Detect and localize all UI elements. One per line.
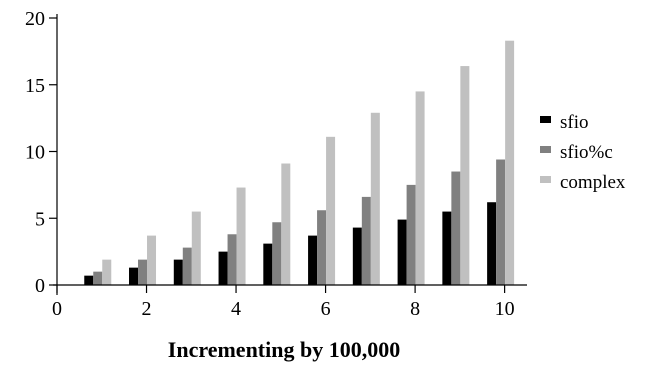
bar-complex-9	[460, 66, 470, 285]
bar-complex-10	[505, 40, 515, 285]
bar-sfioc-6	[317, 210, 327, 285]
x-tick-label-2: 2	[142, 298, 152, 320]
bar-sfio-9	[442, 211, 452, 285]
bar-sfio-1	[84, 275, 94, 285]
x-tick-label-8: 8	[410, 298, 420, 320]
legend-label-sfio: sfio	[560, 112, 589, 133]
y-tick-label-5: 5	[35, 208, 45, 230]
bar-complex-8	[415, 91, 425, 286]
bar-sfio-10	[487, 202, 497, 285]
bar-sfio-7	[352, 227, 362, 285]
y-tick-label-0: 0	[35, 275, 45, 297]
bar-complex-4	[236, 187, 246, 285]
bar-sfioc-7	[361, 196, 371, 285]
y-tick-label-20: 20	[25, 8, 45, 30]
bar-sfio-5	[263, 243, 273, 285]
bar-sfioc-2	[138, 259, 148, 285]
y-tick-label-10: 10	[25, 142, 45, 164]
bars-group	[84, 40, 515, 286]
legend: sfio sfio%c complex	[540, 112, 626, 193]
bar-sfioc-4	[227, 234, 237, 285]
bar-sfioc-8	[406, 184, 416, 286]
bar-sfioc-9	[451, 171, 461, 285]
y-tick-label-15: 15	[25, 75, 45, 97]
legend-label-complex: complex	[560, 172, 626, 193]
bar-sfio-3	[173, 259, 183, 285]
bar-sfio-2	[129, 267, 139, 285]
x-axis-label: Incrementing by 100,000	[168, 337, 400, 362]
x-tick-label-6: 6	[321, 298, 331, 320]
legend-swatch-sfio	[540, 116, 551, 123]
bar-complex-7	[370, 112, 380, 285]
bar-sfio-6	[308, 235, 318, 285]
bar-complex-6	[326, 136, 336, 285]
legend-swatch-sfioc	[540, 146, 551, 153]
legend-label-sfioc: sfio%c	[560, 142, 613, 163]
legend-swatch-complex	[540, 176, 551, 183]
x-tick-label-10: 10	[495, 298, 515, 320]
bar-sfioc-3	[182, 247, 192, 285]
bar-complex-2	[147, 235, 157, 285]
axes-group: 0 5 10 15 20 0 2 4 6 8 10	[25, 8, 527, 320]
bar-sfioc-5	[272, 222, 282, 285]
x-tick-label-0: 0	[52, 298, 62, 320]
bar-sfioc-1	[93, 271, 103, 285]
bar-complex-3	[191, 211, 201, 285]
bar-sfio-4	[218, 251, 228, 286]
bar-complex-1	[102, 259, 112, 285]
x-tick-label-4: 4	[231, 298, 241, 320]
bar-complex-5	[281, 163, 291, 285]
bar-sfio-8	[397, 219, 407, 285]
bar-sfioc-10	[496, 159, 506, 285]
